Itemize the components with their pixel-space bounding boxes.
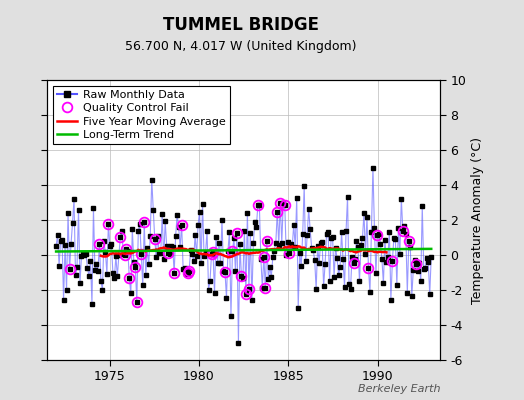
Y-axis label: Temperature Anomaly (°C): Temperature Anomaly (°C) [471,136,484,304]
Text: TUMMEL BRIDGE: TUMMEL BRIDGE [163,16,319,34]
Legend: Raw Monthly Data, Quality Control Fail, Five Year Moving Average, Long-Term Tren: Raw Monthly Data, Quality Control Fail, … [53,86,230,144]
Text: Berkeley Earth: Berkeley Earth [358,384,440,394]
Text: 56.700 N, 4.017 W (United Kingdom): 56.700 N, 4.017 W (United Kingdom) [125,40,357,53]
